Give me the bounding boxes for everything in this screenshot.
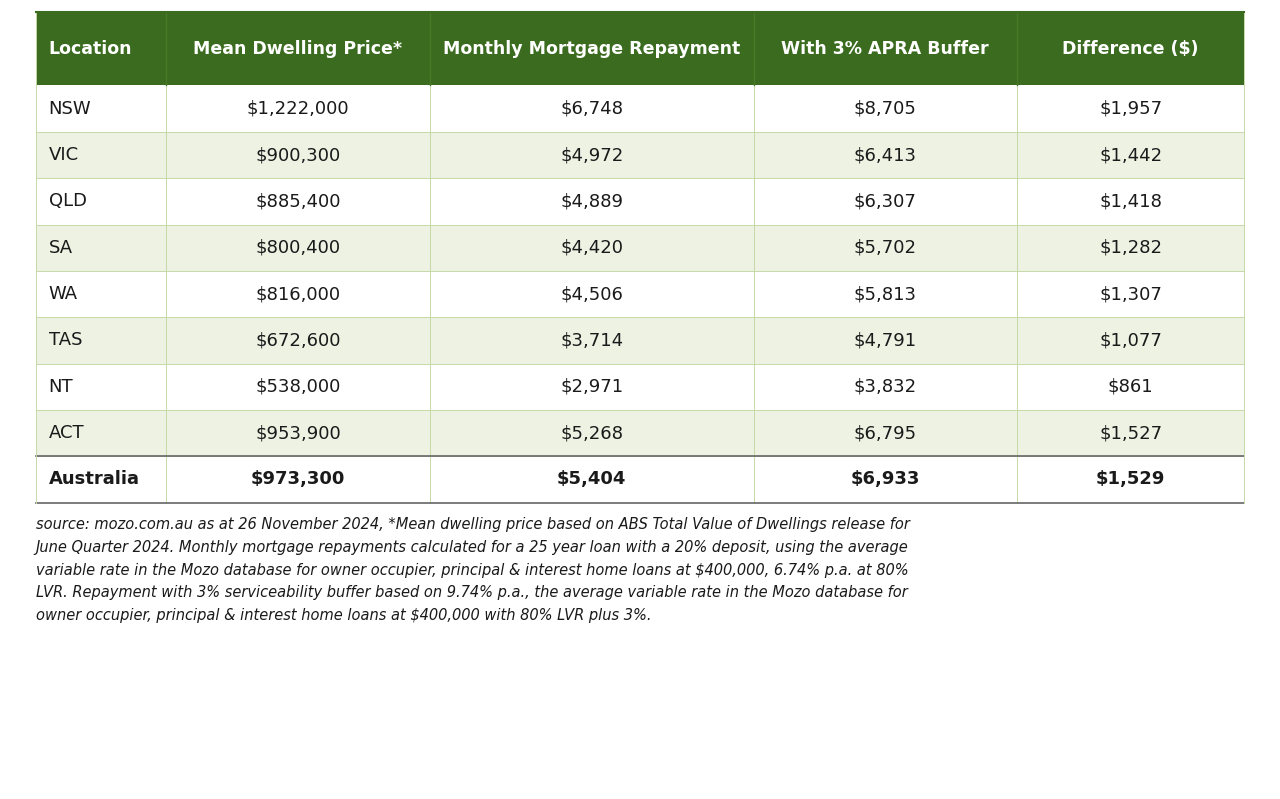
Text: $4,972: $4,972 xyxy=(561,146,623,164)
Text: NT: NT xyxy=(49,378,73,396)
Text: $885,400: $885,400 xyxy=(255,193,340,210)
Text: $1,527: $1,527 xyxy=(1100,424,1162,442)
Text: $3,832: $3,832 xyxy=(854,378,916,396)
Text: QLD: QLD xyxy=(49,193,87,210)
Text: $900,300: $900,300 xyxy=(256,146,340,164)
Text: $6,413: $6,413 xyxy=(854,146,916,164)
Text: $5,702: $5,702 xyxy=(854,239,916,256)
Text: ACT: ACT xyxy=(49,424,84,442)
Text: $6,795: $6,795 xyxy=(854,424,916,442)
Text: Monthly Mortgage Repayment: Monthly Mortgage Repayment xyxy=(443,40,740,58)
Text: $1,307: $1,307 xyxy=(1100,285,1162,303)
Bar xyxy=(36,364,1244,410)
Text: $6,933: $6,933 xyxy=(851,471,920,488)
Text: $1,222,000: $1,222,000 xyxy=(247,100,349,117)
Text: $816,000: $816,000 xyxy=(256,285,340,303)
Text: $5,268: $5,268 xyxy=(561,424,623,442)
Text: NSW: NSW xyxy=(49,100,91,117)
Text: TAS: TAS xyxy=(49,332,82,349)
Bar xyxy=(36,178,1244,225)
Text: $800,400: $800,400 xyxy=(256,239,340,256)
Text: $1,442: $1,442 xyxy=(1100,146,1162,164)
Text: $1,529: $1,529 xyxy=(1096,471,1165,488)
Text: $672,600: $672,600 xyxy=(255,332,340,349)
Bar xyxy=(36,225,1244,271)
Bar xyxy=(36,85,1244,132)
Text: $1,418: $1,418 xyxy=(1100,193,1162,210)
Text: $1,957: $1,957 xyxy=(1100,100,1162,117)
Text: $953,900: $953,900 xyxy=(255,424,340,442)
Text: Australia: Australia xyxy=(49,471,140,488)
Text: source: mozo.com.au as at 26 November 2024, *Mean dwelling price based on ABS To: source: mozo.com.au as at 26 November 20… xyxy=(36,517,910,623)
Text: $4,791: $4,791 xyxy=(854,332,916,349)
Text: $5,813: $5,813 xyxy=(854,285,916,303)
Bar xyxy=(36,317,1244,364)
Bar xyxy=(36,456,1244,503)
Bar xyxy=(36,132,1244,178)
Text: $5,404: $5,404 xyxy=(557,471,626,488)
Text: With 3% APRA Buffer: With 3% APRA Buffer xyxy=(782,40,989,58)
Text: $4,889: $4,889 xyxy=(561,193,623,210)
Text: Location: Location xyxy=(49,40,132,58)
Text: SA: SA xyxy=(49,239,73,256)
Text: $538,000: $538,000 xyxy=(255,378,340,396)
Text: $6,307: $6,307 xyxy=(854,193,916,210)
Text: $6,748: $6,748 xyxy=(561,100,623,117)
Text: $1,282: $1,282 xyxy=(1100,239,1162,256)
Text: $4,420: $4,420 xyxy=(561,239,623,256)
Text: VIC: VIC xyxy=(49,146,79,164)
Text: Mean Dwelling Price*: Mean Dwelling Price* xyxy=(193,40,403,58)
Text: $8,705: $8,705 xyxy=(854,100,916,117)
Text: WA: WA xyxy=(49,285,78,303)
Text: Difference ($): Difference ($) xyxy=(1062,40,1199,58)
Bar xyxy=(36,12,1244,85)
Text: $2,971: $2,971 xyxy=(561,378,623,396)
Text: $861: $861 xyxy=(1107,378,1153,396)
Bar xyxy=(36,271,1244,317)
Text: $973,300: $973,300 xyxy=(251,471,346,488)
Bar xyxy=(36,410,1244,456)
Text: $4,506: $4,506 xyxy=(561,285,623,303)
Text: $1,077: $1,077 xyxy=(1100,332,1162,349)
Text: $3,714: $3,714 xyxy=(561,332,623,349)
